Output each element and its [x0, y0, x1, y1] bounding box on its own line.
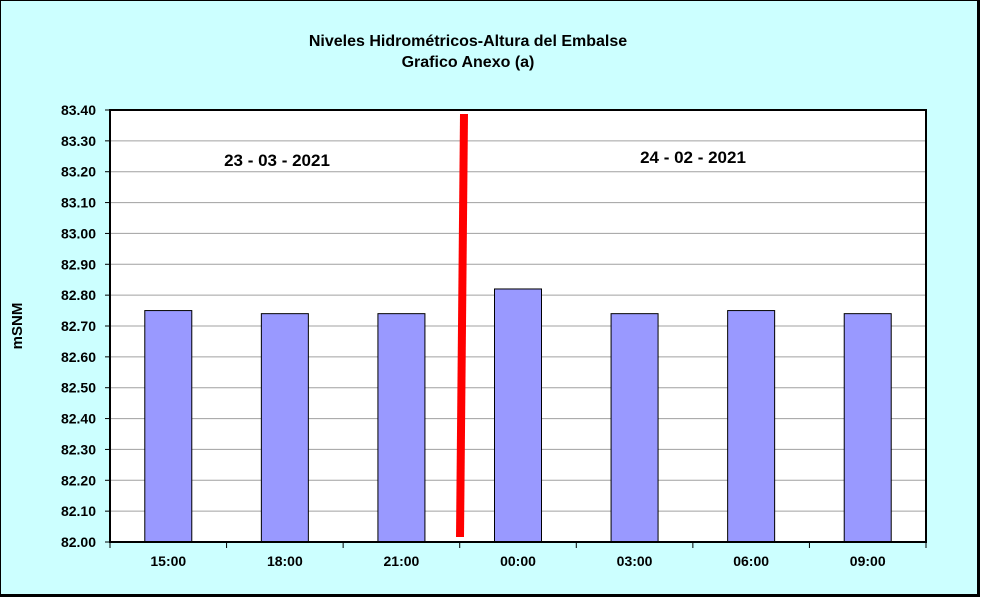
x-tick-label: 15:00 — [150, 553, 186, 569]
y-tick-label: 83.10 — [61, 195, 96, 211]
bar — [260, 313, 309, 543]
x-tick-label: 21:00 — [384, 553, 420, 569]
bar — [843, 313, 892, 543]
x-tick-label: 03:00 — [617, 553, 653, 569]
y-tick-label: 82.50 — [61, 380, 96, 396]
annotation-date-left: 23 - 03 - 2021 — [224, 151, 330, 170]
y-tick-label: 83.30 — [61, 133, 96, 149]
date-divider-line — [456, 113, 468, 538]
x-tick-label: 06:00 — [733, 553, 769, 569]
x-tick-label: 00:00 — [500, 553, 536, 569]
y-tick-label: 82.40 — [61, 411, 96, 427]
y-tick-label: 82.90 — [61, 256, 96, 272]
y-axis-ticks: 82.00 82.10 82.20 82.30 82.40 82.50 82.60 82.70… — [61, 102, 110, 550]
y-axis-label: mSNM — [9, 303, 26, 350]
y-tick-label: 82.30 — [61, 441, 96, 457]
plot-border — [109, 109, 927, 543]
y-tick-label: 83.20 — [61, 164, 96, 180]
bar — [494, 288, 542, 543]
annotation-date-right: 24 - 02 - 2021 — [640, 148, 746, 167]
bar — [727, 310, 776, 543]
y-tick-label: 82.20 — [61, 472, 96, 488]
y-tick-label: 82.60 — [61, 349, 96, 365]
x-tick-label: 09:00 — [850, 553, 886, 569]
chart-title: Niveles Hidrométricos-Altura del Embalse — [309, 33, 627, 50]
bars — [144, 288, 892, 543]
y-tick-label: 82.80 — [61, 287, 96, 303]
x-axis-ticks: 15:00 18:00 21:00 00:00 03:00 06:00 09:00 — [109, 542, 927, 569]
x-tick-label: 18:00 — [267, 553, 303, 569]
y-tick-label: 83.00 — [61, 225, 96, 241]
bar — [144, 310, 193, 543]
y-tick-label: 82.10 — [61, 503, 96, 519]
y-tick-label: 82.70 — [61, 318, 96, 334]
y-tick-label: 83.40 — [61, 102, 96, 118]
bar — [610, 313, 659, 543]
chart-subtitle: Grafico Anexo (a) — [402, 54, 535, 71]
bar — [377, 313, 426, 543]
y-tick-label: 82.00 — [61, 534, 96, 550]
